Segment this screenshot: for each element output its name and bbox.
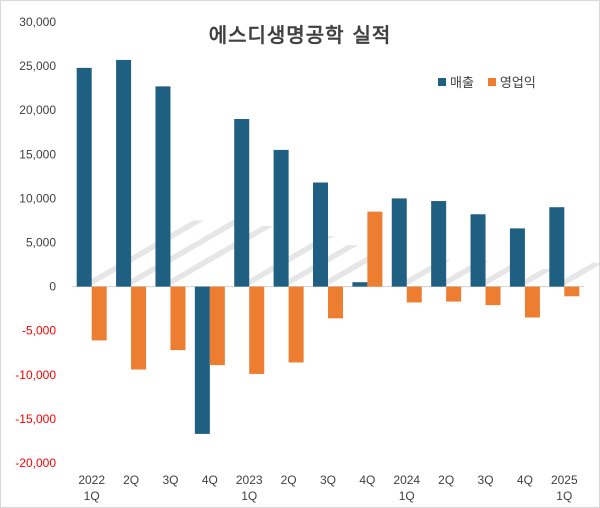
x-tick-label: 4Q [202, 473, 218, 487]
sales-bar [116, 59, 132, 287]
operating-profit-bar [564, 286, 580, 297]
x-tick-label: 2Q [438, 473, 454, 487]
y-tick-label: 10,000 [19, 191, 56, 205]
legend-item-operating-profit: 영업익 [487, 72, 536, 91]
y-tick-label: 0 [49, 280, 56, 294]
y-tick-label: 20,000 [19, 103, 56, 117]
bar-shadow [118, 218, 248, 287]
sales-bar [391, 198, 407, 287]
sales-bar [76, 67, 92, 287]
sales-bar [549, 207, 565, 287]
x-tick-label: 2Q [281, 473, 297, 487]
x-axis: 2022 1Q 2Q 3Q 4Q 2023 1Q 2Q 3Q 4Q 2024 1Q 2Q 3Q 4Q 2025… [78, 473, 578, 503]
chart-legend: 매출 영업익 [438, 72, 544, 91]
x-tick-label: 2023 1Q [236, 473, 263, 503]
sales-bar [194, 286, 210, 434]
operating-profit-bar [524, 286, 540, 318]
x-tick-label: 2Q [123, 473, 139, 487]
operating-profit-bar [328, 286, 343, 319]
x-tick-label: 3Q [162, 473, 178, 487]
legend-label-operating-profit: 영업익 [499, 76, 536, 91]
operating-profit-bar [209, 286, 225, 366]
chart-title: 에스디생명공학 실적 [208, 23, 392, 47]
sales-bar [470, 214, 486, 287]
legend-swatch-sales [438, 77, 446, 86]
operating-profit-bar [446, 286, 462, 302]
y-tick-label: -10,000 [15, 368, 56, 382]
y-tick-label: 15,000 [19, 147, 56, 161]
y-tick-label: 5,000 [26, 236, 56, 250]
sales-bar [313, 182, 328, 287]
y-tick-label: -5,000 [22, 324, 56, 338]
operating-profit-bar [249, 286, 265, 374]
operating-profit-bar [131, 286, 147, 370]
y-tick-label: -20,000 [15, 456, 56, 470]
operating-profit-bar [406, 286, 422, 303]
sales-bar [234, 119, 250, 287]
y-axis: 30,000 25,000 20,000 15,000 10,000 5,000 0 -5,0… [15, 15, 584, 470]
sales-bar [155, 86, 171, 287]
operating-profit-bar [367, 211, 383, 287]
operating-profit-bar [485, 286, 501, 306]
x-tick-label: 3Q [478, 473, 494, 487]
x-tick-label: 3Q [320, 473, 336, 487]
legend-item-sales: 매출 [438, 72, 474, 91]
sales-bar [431, 201, 447, 287]
legend-swatch-operating-profit [487, 77, 496, 86]
y-tick-label: 25,000 [19, 59, 56, 73]
bar-shadow [315, 255, 381, 287]
bars [76, 59, 580, 434]
operating-profit-bar [288, 286, 304, 363]
operating-profit-bar [91, 286, 107, 341]
bar-shadow [78, 220, 204, 287]
x-tick-label: 4Q [359, 473, 375, 487]
sales-bar [352, 282, 368, 287]
sales-bar [273, 149, 289, 287]
legend-label-sales: 매출 [450, 76, 474, 91]
x-tick-label: 2025 1Q [551, 473, 578, 503]
x-tick-label: 4Q [517, 473, 533, 487]
y-tick-label: -15,000 [15, 412, 56, 426]
x-tick-label: 2022 1Q [78, 473, 105, 503]
y-tick-label: 30,000 [19, 15, 56, 29]
operating-profit-bar [170, 286, 186, 351]
sales-bar [509, 228, 525, 287]
x-tick-label: 2024 1Q [393, 473, 420, 503]
